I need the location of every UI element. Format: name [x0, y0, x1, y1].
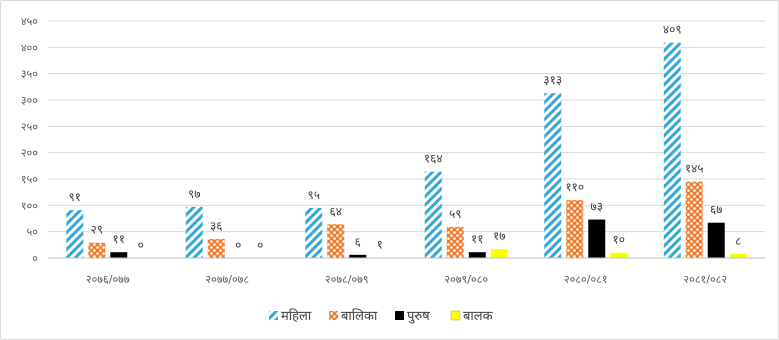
y-tick-label: २०० [21, 147, 38, 160]
bar-4-5 [610, 252, 628, 258]
bar-2-2 [207, 239, 225, 258]
data-label: ४०९ [663, 23, 682, 37]
x-category-label: २०७७/०७८ [205, 273, 249, 286]
bar-1-2 [185, 206, 203, 258]
data-label: ९१ [69, 190, 81, 204]
legend-swatch-1 [269, 311, 278, 320]
data-label: ११ [471, 232, 483, 246]
y-tick-label: ४०० [21, 41, 38, 54]
data-label: ६४ [330, 204, 342, 218]
data-label: १ [377, 237, 383, 251]
y-tick-label: ५० [27, 226, 39, 239]
data-label: ८ [735, 234, 741, 248]
data-label: ० [257, 238, 263, 252]
x-category-label: २०७८/०७९ [325, 273, 369, 286]
legend-label-2: बालिका [341, 308, 378, 324]
y-tick-label: १५० [21, 173, 38, 186]
bar-1-3 [305, 207, 323, 258]
data-label: ० [235, 238, 241, 252]
x-category-label: २०८०/०८१ [564, 273, 608, 286]
bar-2-5 [566, 200, 584, 258]
legend-swatch-4 [450, 310, 461, 321]
data-label: २९ [91, 223, 103, 237]
y-tick-label: ३०० [21, 94, 38, 107]
y-tick-label: ४५० [21, 15, 38, 28]
data-label: ११० [565, 180, 584, 194]
data-label: ५९ [449, 207, 461, 221]
bar-2-3 [327, 224, 345, 258]
bar-4-6 [729, 253, 747, 258]
data-label: ७३ [591, 200, 603, 214]
legend-swatch-3 [395, 311, 404, 320]
bar-3-4 [468, 252, 486, 258]
data-label: ३६ [210, 219, 222, 233]
y-tick-label: १०० [21, 199, 38, 212]
data-label: १७ [493, 229, 505, 243]
bar-3-5 [588, 219, 606, 258]
bar-4-4 [490, 249, 508, 258]
data-label: ६७ [710, 203, 722, 217]
data-label: ३१३ [543, 73, 562, 87]
data-label: १० [613, 233, 625, 247]
legend-label-3: पुरुष [407, 309, 430, 324]
data-label: ० [138, 238, 144, 252]
bar-1-4 [424, 171, 442, 258]
x-category-label: २०७९/०८० [444, 273, 488, 286]
y-tick-label: ० [32, 252, 38, 265]
x-category-label: २०७६/०७७ [86, 273, 130, 286]
legend-label-4: बालक [463, 309, 494, 324]
x-category-label: २०८१/०८२ [683, 273, 727, 286]
y-tick-label: २५० [21, 120, 38, 133]
data-label: ११ [113, 232, 125, 246]
bar-2-6 [685, 181, 703, 258]
bar-3-1 [110, 252, 128, 258]
legend-swatch-2 [329, 311, 338, 320]
bar-2-4 [446, 226, 464, 258]
y-tick-label: ३५० [21, 68, 38, 81]
bar-2-1 [88, 242, 106, 258]
data-label: १४५ [685, 162, 704, 176]
bar-3-3 [349, 254, 367, 258]
data-label: १६४ [424, 152, 443, 166]
legend-label-1: महिला [281, 308, 312, 324]
data-label: ६ [355, 235, 361, 249]
data-label: ९५ [308, 188, 320, 202]
bar-1-5 [544, 93, 562, 258]
bar-3-6 [707, 222, 725, 258]
data-label: ९७ [188, 187, 200, 201]
bar-1-6 [663, 42, 681, 258]
bar-1-1 [66, 210, 84, 258]
